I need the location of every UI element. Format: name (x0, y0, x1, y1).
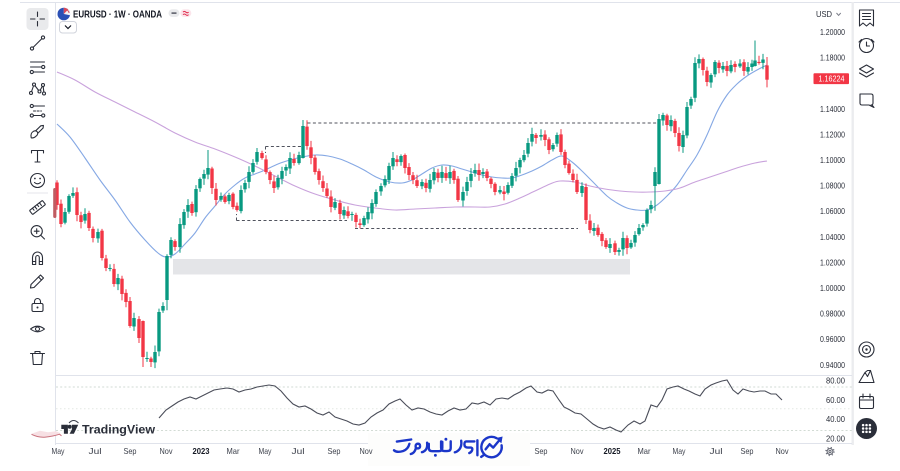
svg-text:Jul: Jul (89, 446, 102, 456)
svg-text:40.00: 40.00 (826, 414, 845, 424)
svg-text:Mar: Mar (227, 446, 240, 456)
svg-text:1.14000: 1.14000 (820, 104, 845, 114)
svg-text:1.06000: 1.06000 (820, 206, 845, 216)
svg-text:0.96000: 0.96000 (820, 334, 845, 344)
svg-text:1.18000: 1.18000 (820, 53, 845, 63)
svg-text:1.08000: 1.08000 (820, 181, 845, 191)
svg-text:2023: 2023 (193, 446, 210, 456)
svg-text:USD: USD (816, 9, 832, 19)
svg-text:Nov: Nov (776, 446, 790, 456)
svg-text:TradingView: TradingView (82, 423, 155, 437)
svg-text:Nov: Nov (571, 446, 585, 456)
svg-text:1.16224: 1.16224 (819, 74, 845, 84)
svg-text:May: May (259, 446, 273, 456)
svg-text:Nov: Nov (160, 446, 174, 456)
svg-text:0.98000: 0.98000 (820, 309, 845, 319)
svg-text:1.10000: 1.10000 (820, 155, 845, 165)
svg-text:1.04000: 1.04000 (820, 232, 845, 242)
svg-text:1.02000: 1.02000 (820, 257, 845, 267)
svg-text:1.20000: 1.20000 (820, 27, 845, 37)
svg-text:2025: 2025 (604, 446, 621, 456)
svg-text:Sep: Sep (124, 446, 137, 456)
svg-text:Mar: Mar (638, 446, 651, 456)
svg-text:80.00: 80.00 (826, 376, 845, 386)
svg-text:0.94000: 0.94000 (820, 360, 845, 370)
svg-text:60.00: 60.00 (826, 395, 845, 405)
svg-text:Nov: Nov (360, 446, 374, 456)
svg-text:Sep: Sep (535, 446, 548, 456)
svg-text:EURUSD · 1W · OANDA: EURUSD · 1W · OANDA (73, 10, 162, 21)
svg-text:20.00: 20.00 (826, 434, 845, 444)
svg-text:Sep: Sep (741, 446, 754, 456)
svg-text:Jul: Jul (710, 446, 723, 456)
svg-text:1.12000: 1.12000 (820, 129, 845, 139)
svg-text:May: May (52, 446, 66, 456)
svg-text:May: May (673, 446, 687, 456)
svg-text:Sep: Sep (328, 446, 341, 456)
svg-text:Jul: Jul (292, 446, 305, 456)
svg-text:1.00000: 1.00000 (820, 283, 845, 293)
